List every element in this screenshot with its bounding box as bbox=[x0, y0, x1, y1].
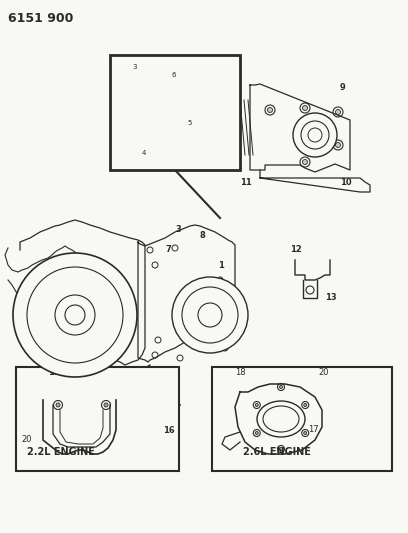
Text: 18: 18 bbox=[235, 368, 246, 377]
Bar bbox=[110, 55, 240, 170]
Circle shape bbox=[13, 253, 137, 377]
Text: 12: 12 bbox=[290, 245, 302, 254]
Text: 6151 900: 6151 900 bbox=[8, 12, 73, 25]
Circle shape bbox=[279, 385, 282, 389]
Text: 3: 3 bbox=[132, 64, 137, 70]
Circle shape bbox=[172, 277, 248, 353]
Circle shape bbox=[302, 142, 308, 148]
Circle shape bbox=[255, 403, 258, 407]
Text: 15: 15 bbox=[48, 368, 60, 377]
Text: 8: 8 bbox=[200, 231, 206, 240]
Circle shape bbox=[302, 106, 308, 110]
Text: 2.6L ENGINE: 2.6L ENGINE bbox=[243, 447, 311, 457]
Text: 19: 19 bbox=[73, 368, 84, 377]
Circle shape bbox=[163, 404, 173, 414]
Circle shape bbox=[268, 108, 273, 112]
Circle shape bbox=[335, 142, 341, 148]
Circle shape bbox=[335, 109, 341, 115]
Text: 20: 20 bbox=[318, 368, 328, 377]
Circle shape bbox=[279, 448, 282, 450]
Text: 2.2L ENGINE: 2.2L ENGINE bbox=[27, 447, 95, 457]
Text: 6: 6 bbox=[172, 72, 177, 78]
Circle shape bbox=[304, 432, 307, 434]
Text: 3: 3 bbox=[175, 225, 181, 234]
Circle shape bbox=[293, 113, 337, 157]
Circle shape bbox=[255, 432, 258, 434]
Text: 11: 11 bbox=[240, 178, 252, 187]
Bar bbox=[212, 367, 392, 471]
Text: 16: 16 bbox=[163, 426, 175, 435]
Circle shape bbox=[104, 403, 108, 407]
Text: 20: 20 bbox=[21, 435, 31, 444]
Ellipse shape bbox=[257, 401, 305, 437]
Text: 9: 9 bbox=[340, 83, 346, 92]
Circle shape bbox=[302, 159, 308, 165]
Bar bbox=[140, 143, 150, 151]
Text: 1: 1 bbox=[218, 261, 224, 270]
Text: 7: 7 bbox=[165, 245, 171, 254]
Circle shape bbox=[304, 403, 307, 407]
Bar bbox=[16, 367, 179, 471]
Text: 2: 2 bbox=[115, 288, 121, 297]
Text: 4: 4 bbox=[142, 150, 146, 156]
Text: 10: 10 bbox=[340, 178, 352, 187]
Circle shape bbox=[56, 403, 60, 407]
Text: 13: 13 bbox=[325, 293, 337, 302]
Text: 5: 5 bbox=[187, 120, 191, 126]
Text: 14: 14 bbox=[85, 363, 97, 372]
Text: 17: 17 bbox=[308, 425, 319, 434]
